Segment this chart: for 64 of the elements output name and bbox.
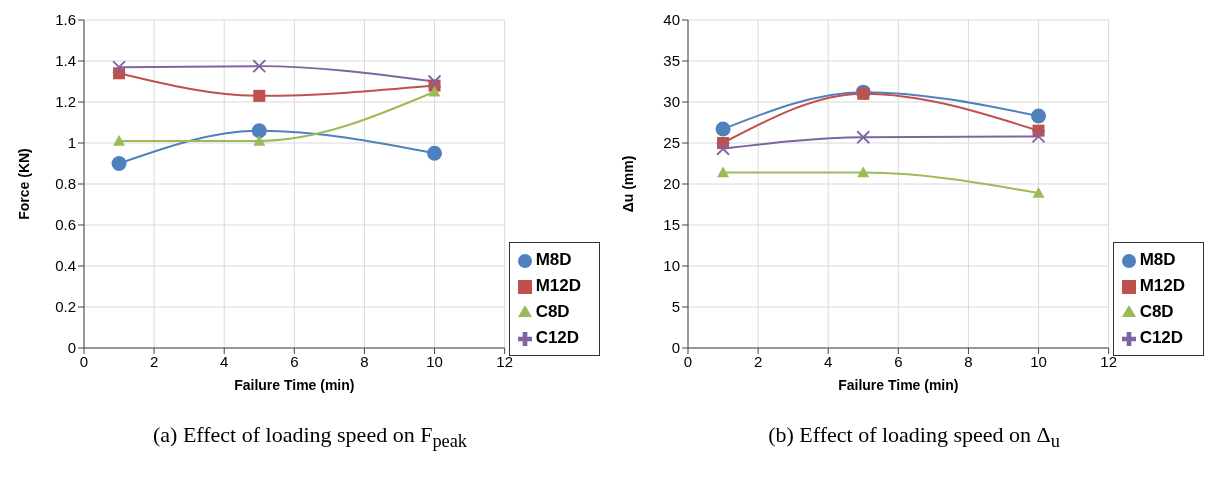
legend-label: M12D	[535, 276, 581, 295]
y-tick-label: 15	[663, 216, 680, 234]
y-tick-label: 30	[663, 93, 680, 111]
text: (a) Effect of loading speed on F$_{peak}$	[152, 422, 468, 453]
point	[252, 59, 267, 74]
y-axis-title: Δu (mm)	[619, 155, 636, 213]
y-tick-label: 0	[671, 339, 680, 357]
legend-label: C12D	[535, 328, 580, 347]
x-tick-label: 0	[683, 352, 693, 370]
point	[427, 145, 443, 161]
y-tick-label: 0.4	[55, 257, 76, 275]
y-tick-label: 35	[663, 52, 680, 70]
x-tick-label: 2	[149, 352, 159, 370]
y-tick-label: 0.6	[55, 216, 76, 234]
x-tick-label: 6	[290, 352, 299, 370]
y-axis-title: Force (KN)	[15, 148, 32, 220]
legend-label: M8D	[535, 250, 572, 269]
y-tick-label: 1	[67, 134, 76, 152]
x-tick-label: 0	[79, 352, 89, 370]
point	[857, 166, 870, 178]
point	[427, 74, 442, 89]
x-tick-label: 2	[753, 352, 763, 370]
point	[856, 130, 871, 145]
y-tick-label: 0	[67, 339, 76, 357]
legend-label: M8D	[1139, 250, 1176, 269]
x-tick-label: 8	[360, 352, 369, 370]
y-tick-label: 25	[663, 134, 680, 152]
x-tick-label: 8	[964, 352, 973, 370]
x-tick-label: 10	[426, 352, 443, 370]
y-tick-label: 1.6	[55, 11, 76, 29]
legend-label: C8D	[1139, 302, 1174, 321]
point	[253, 134, 266, 146]
x-tick-label: 12	[1100, 352, 1117, 370]
y-tick-label: 5	[671, 298, 680, 316]
x-tick-label: 10	[1030, 352, 1047, 370]
point	[1031, 129, 1046, 144]
legend-label: M12D	[1139, 276, 1185, 295]
point	[716, 141, 730, 156]
point	[717, 166, 730, 178]
x-tick-label: 4	[824, 352, 833, 370]
point	[112, 60, 126, 75]
y-tick-label: 1.2	[55, 93, 76, 111]
legend-label: C8D	[535, 302, 570, 321]
x-tick-label: 4	[220, 352, 229, 370]
y-tick-label: 20	[663, 175, 680, 193]
point	[251, 123, 267, 139]
point	[253, 89, 266, 102]
x-tick-label: 12	[496, 352, 513, 370]
point	[428, 85, 441, 97]
point	[1031, 108, 1047, 124]
y-tick-label: 0.8	[55, 175, 76, 193]
x-axis-title: Failure Time (min)	[234, 377, 355, 393]
point	[111, 156, 127, 171]
y-tick-label: 0.2	[55, 298, 76, 316]
legend-label: C12D	[1139, 328, 1184, 347]
point	[113, 134, 126, 146]
x-axis-title: Failure Time (min)	[838, 377, 959, 393]
y-tick-label: 1.4	[55, 52, 76, 70]
x-tick-label: 6	[894, 352, 903, 370]
point	[715, 121, 731, 137]
text: (b) Effect of loading speed on Δ$_{u}$	[767, 422, 1061, 453]
y-tick-label: 10	[663, 257, 680, 275]
point	[1032, 187, 1045, 198]
y-tick-label: 40	[663, 11, 680, 29]
